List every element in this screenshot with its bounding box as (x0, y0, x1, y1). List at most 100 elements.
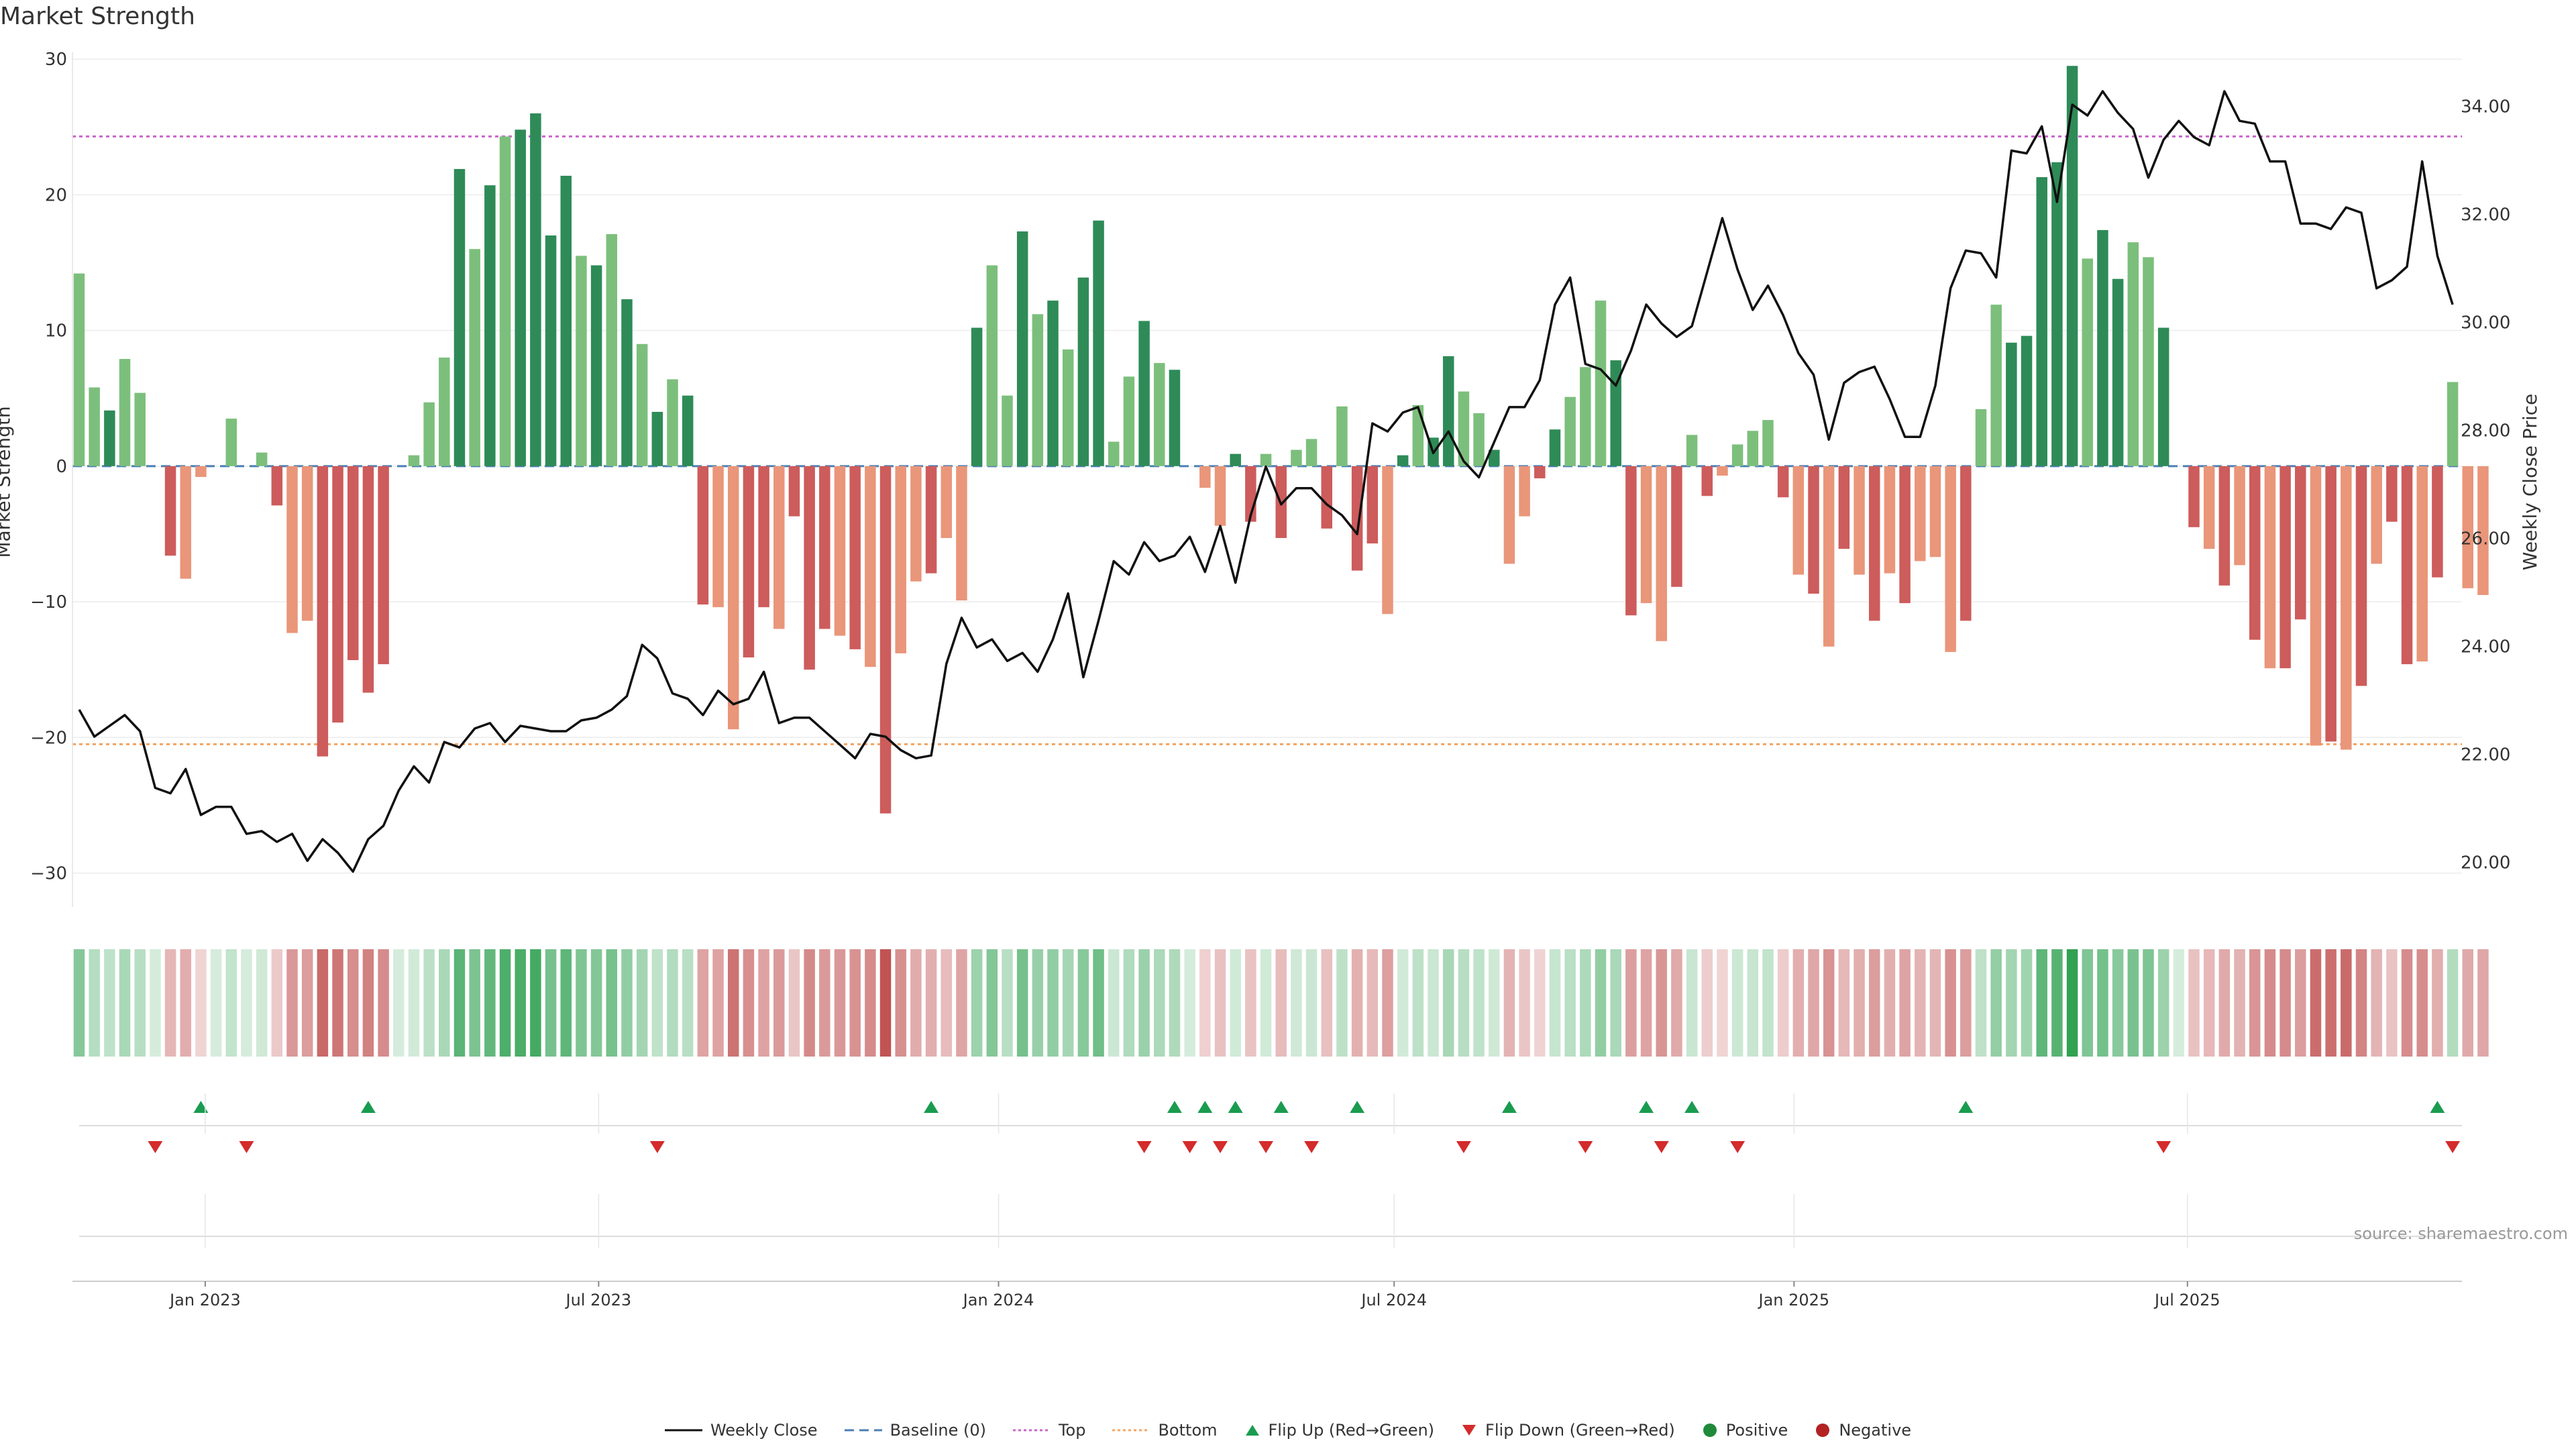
strength-bar (301, 466, 313, 621)
strength-bar (2416, 466, 2428, 662)
heat-cell (1610, 949, 1621, 1057)
heat-cell (210, 949, 222, 1057)
legend-baseline[interactable]: Baseline (0) (844, 1421, 986, 1440)
heat-cell (1564, 949, 1576, 1057)
heat-cell (1990, 949, 2002, 1057)
heat-cell (743, 949, 755, 1057)
heat-cell (621, 949, 633, 1057)
heat-cell (2341, 949, 2352, 1057)
strength-bar (2021, 335, 2033, 466)
heat-cell (1093, 949, 1104, 1057)
heat-cell (1975, 949, 1987, 1057)
strength-bar (2218, 466, 2231, 586)
strength-bar (1351, 466, 1363, 571)
strength-bar (1154, 363, 1165, 466)
strength-bar (1625, 466, 1637, 616)
dotted-line-swatch-icon (1112, 1429, 1150, 1432)
heat-cell (484, 949, 496, 1057)
strength-bar (1823, 466, 1835, 647)
strength-bar (1169, 370, 1181, 466)
y2-tick-label: 24.00 (2461, 637, 2510, 657)
strength-bar (2279, 466, 2291, 669)
strength-bar (530, 113, 541, 466)
heat-cell (1245, 949, 1256, 1057)
strength-bar (1747, 431, 1759, 466)
heat-cell (2371, 949, 2382, 1057)
heat-cell (225, 949, 237, 1057)
strength-bar (1868, 466, 1880, 621)
strength-bar (408, 455, 420, 466)
heat-cell (941, 949, 953, 1057)
heat-cell (1382, 949, 1393, 1057)
strength-bar (1671, 466, 1682, 587)
y2-tick-label: 20.00 (2461, 853, 2510, 873)
heat-cell (971, 949, 983, 1057)
x-tick-label: Jul 2025 (2153, 1291, 2220, 1309)
strength-bar (1717, 466, 1728, 476)
heat-cell (1762, 949, 1774, 1057)
flip-down-marker (2445, 1141, 2461, 1153)
heat-cell (1640, 949, 1652, 1057)
legend-label: Weekly Close (710, 1421, 818, 1440)
heat-cell (499, 949, 511, 1057)
strength-bar (2143, 257, 2154, 466)
heat-cell (1305, 949, 1318, 1057)
flip-down-marker (1258, 1141, 1274, 1153)
strength-bar (439, 358, 450, 466)
flip-up-marker (1684, 1101, 1700, 1113)
heat-cell (1275, 949, 1287, 1057)
flip-down-marker (1182, 1141, 1197, 1153)
legend-label: Negative (1839, 1421, 1912, 1440)
heat-cell (2157, 949, 2169, 1057)
heat-cell (1854, 949, 1865, 1057)
heat-cell (2203, 949, 2215, 1057)
strength-bar (1473, 413, 1485, 466)
heat-cell (347, 949, 359, 1057)
strength-bar (1458, 391, 1470, 466)
strength-bar (2386, 466, 2398, 522)
heat-cell (2127, 949, 2139, 1057)
heat-cell (2112, 949, 2124, 1057)
strength-bar (2112, 278, 2124, 466)
heat-cell (89, 949, 100, 1057)
legend-flip-down[interactable]: Flip Down (Green→Red) (1461, 1421, 1675, 1440)
strength-bar (1199, 466, 1211, 488)
strength-bar (2188, 466, 2200, 527)
strength-bar (1123, 376, 1135, 466)
strength-bar (423, 402, 435, 466)
heat-cell (1792, 949, 1805, 1057)
legend-positive[interactable]: Positive (1702, 1421, 1788, 1440)
legend-top[interactable]: Top (1012, 1421, 1085, 1440)
heat-cell (2051, 949, 2063, 1057)
strength-bar (1442, 356, 1454, 466)
strength-bar (1230, 453, 1241, 466)
heat-cell (560, 949, 572, 1057)
strength-bar (484, 185, 496, 466)
strength-bar (743, 466, 755, 657)
heat-cell (956, 949, 967, 1057)
heat-cell (1291, 949, 1302, 1057)
heat-cell (788, 949, 800, 1057)
legend-bottom[interactable]: Bottom (1112, 1421, 1218, 1440)
heat-cell (2082, 949, 2094, 1057)
heat-cell (408, 949, 420, 1057)
heat-cell (1199, 949, 1211, 1057)
strength-heat-strip (73, 949, 2489, 1057)
heat-cell (271, 949, 283, 1057)
strength-bar (256, 452, 268, 466)
legend-negative[interactable]: Negative (1815, 1421, 1911, 1440)
strength-bar (1762, 420, 1774, 466)
price-line-group (78, 90, 2454, 873)
dotted-line-swatch-icon (1012, 1429, 1051, 1432)
strength-bar (1701, 466, 1713, 496)
flip-up-marker (924, 1101, 939, 1113)
dashed-line-swatch-icon (844, 1429, 882, 1432)
strength-bar (1884, 466, 1896, 574)
heat-cell (2386, 949, 2398, 1057)
legend-flip-up[interactable]: Flip Up (Red→Green) (1244, 1421, 1434, 1440)
heat-cell (636, 949, 648, 1057)
legend-weekly-close[interactable]: Weekly Close (664, 1421, 818, 1440)
strength-bar (697, 466, 709, 605)
strength-bar (910, 466, 922, 582)
y-axis-label: Market Strength (0, 406, 15, 558)
